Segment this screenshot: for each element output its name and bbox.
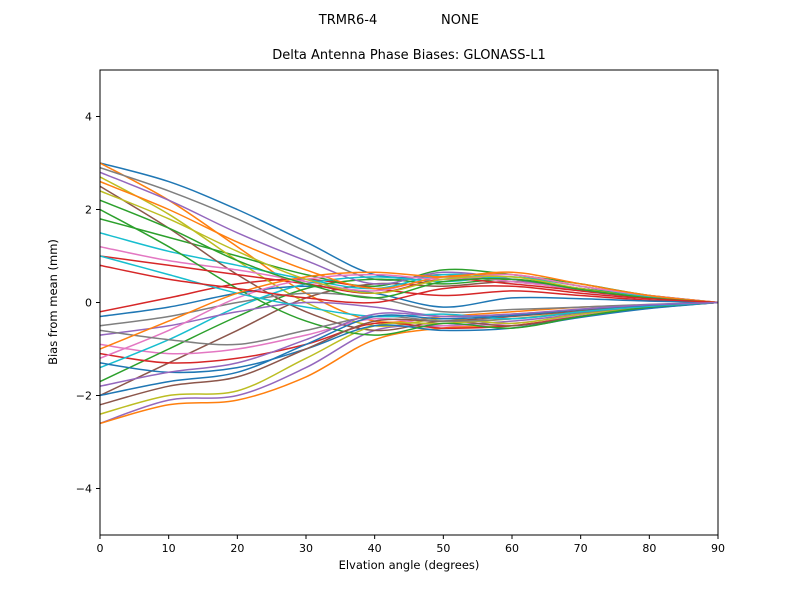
x-tick-label: 40: [368, 542, 382, 555]
chart-line: [100, 199, 718, 304]
chart-line: [100, 273, 718, 360]
plot-border: [99, 69, 719, 536]
plot-content: 0 10 20 30 40 50 60 70 80 90 −4 −2 0 2 4: [76, 111, 725, 556]
chart-line: [100, 208, 718, 336]
chart-line: [100, 292, 718, 327]
x-tick-label: 90: [711, 542, 725, 555]
suptitle-left: TRMR6-4: [318, 13, 377, 28]
chart-line: [100, 301, 718, 387]
y-axis-label: Bias from mean (mm): [46, 239, 60, 365]
y-tick-label: 2: [85, 204, 92, 217]
chart-line: [100, 278, 718, 313]
x-tick-label: 10: [162, 542, 176, 555]
x-tick-label: 50: [436, 542, 450, 555]
y-tick-label: 0: [85, 297, 92, 310]
x-tick-label: 70: [574, 542, 588, 555]
chart-line: [100, 285, 718, 318]
y-tick-label: −2: [76, 390, 92, 403]
x-axis-label: Elvation angle (degrees): [339, 558, 480, 572]
x-tick-label: 0: [97, 542, 104, 555]
chart-line: [100, 264, 718, 304]
x-tick-label: 60: [505, 542, 519, 555]
chart-title: Delta Antenna Phase Biases: GLONASS-L1: [272, 48, 546, 63]
suptitle-right: NONE: [441, 13, 479, 28]
x-tick-label: 20: [230, 542, 244, 555]
x-tick-label: 80: [642, 542, 656, 555]
chart-line: [100, 271, 718, 350]
chart-line: [100, 301, 718, 374]
y-tick-label: 4: [85, 111, 92, 124]
x-tick-label: 30: [299, 542, 313, 555]
chart-line: [100, 301, 718, 397]
y-tick-label: −4: [76, 483, 92, 496]
